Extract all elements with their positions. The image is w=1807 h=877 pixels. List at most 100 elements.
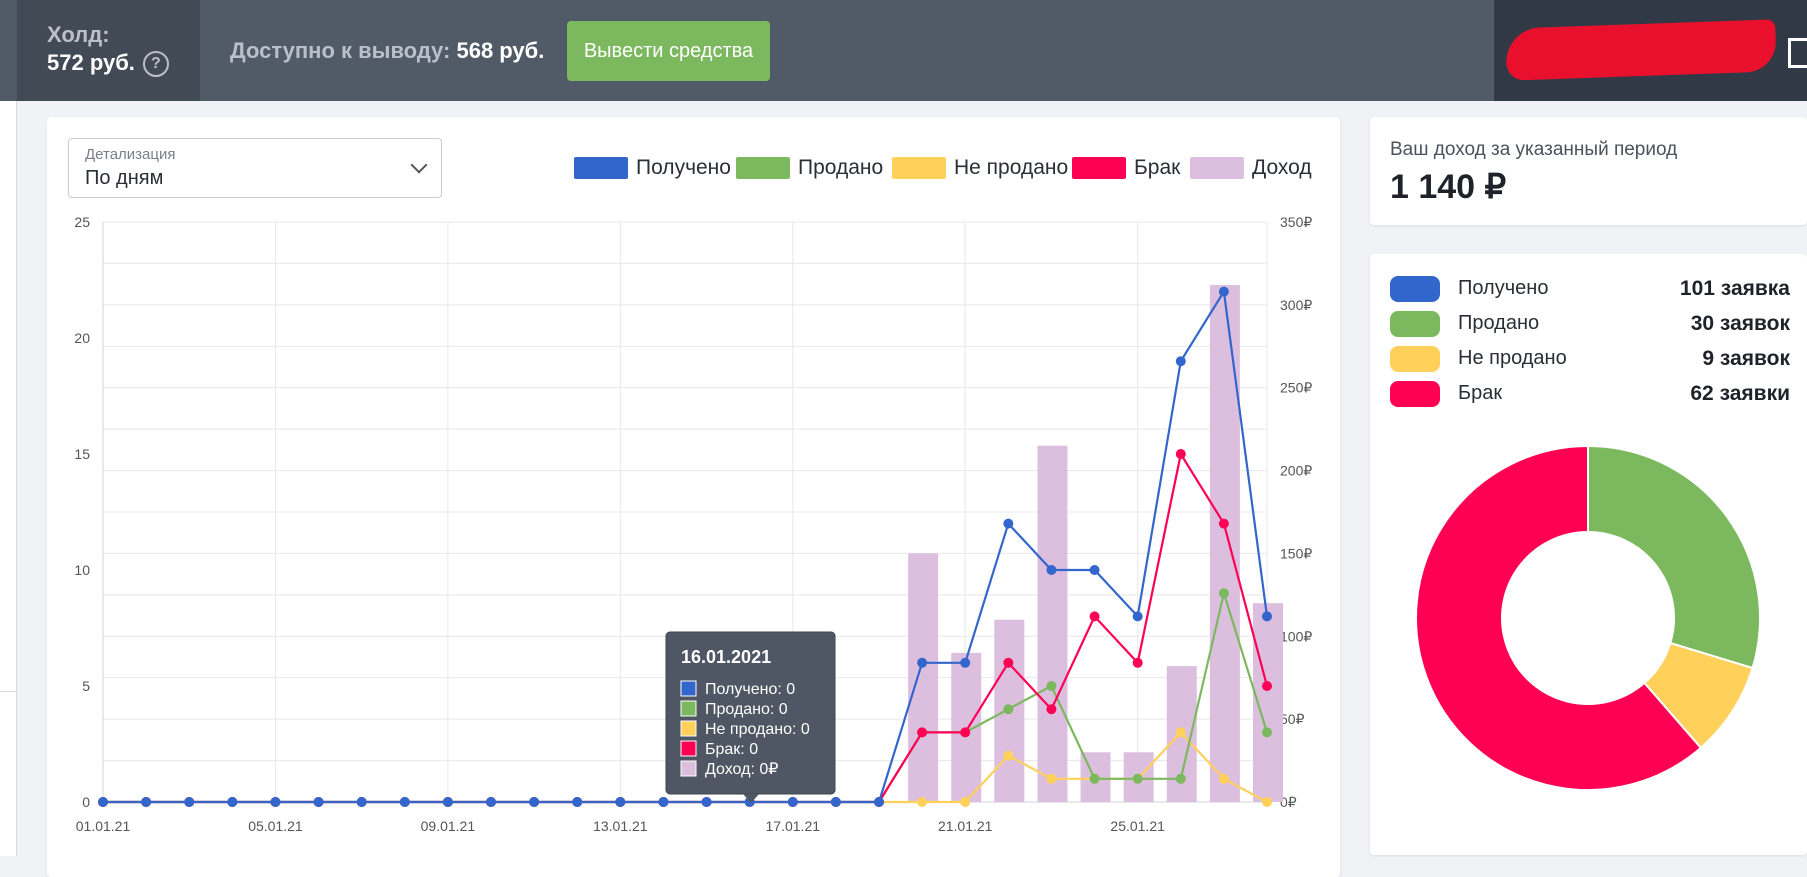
series-point xyxy=(1262,681,1272,691)
stat-count: 62 заявки xyxy=(1690,382,1790,405)
tooltip-line: Брак: 0 xyxy=(705,741,758,758)
stat-row-received: Получено 101 заявка xyxy=(1390,274,1790,304)
legend-swatch xyxy=(736,157,790,180)
stat-name: Брак xyxy=(1458,382,1503,404)
series-point xyxy=(98,797,108,807)
legend-swatch xyxy=(892,157,946,180)
series-point xyxy=(141,797,152,807)
x-tick-label: 21.01.21 xyxy=(938,818,993,834)
tooltip-swatch xyxy=(680,720,697,737)
income-title: Ваш доход за указанный период xyxy=(1390,139,1678,160)
income-bar xyxy=(908,553,939,802)
series-point xyxy=(313,797,324,807)
tooltip-line: Доход: 0₽ xyxy=(705,761,778,778)
income-bar xyxy=(1037,445,1068,802)
tooltip-line: Не продано: 0 xyxy=(705,721,810,738)
series-point xyxy=(1262,797,1272,807)
stat-name: Получено xyxy=(1458,277,1549,299)
legend-swatch xyxy=(1190,157,1244,180)
series-line xyxy=(103,288,1269,804)
x-tick-label: 13.01.21 xyxy=(593,818,648,834)
y2-tick-label: 350₽ xyxy=(1280,214,1312,230)
series-point xyxy=(1089,773,1100,784)
donut-chart xyxy=(1415,444,1761,791)
x-tick-label: 01.01.21 xyxy=(76,818,131,834)
series-point xyxy=(270,797,281,807)
stat-swatch xyxy=(1390,276,1440,302)
hold-label: Холд: xyxy=(47,22,110,47)
series-point xyxy=(917,657,928,668)
series-point xyxy=(1046,681,1057,691)
series-point xyxy=(1132,657,1143,668)
tooltip-swatch xyxy=(680,680,697,697)
stat-name: Не продано xyxy=(1458,347,1567,369)
y2-tick-label: 250₽ xyxy=(1280,380,1312,396)
legend-item-sold[interactable]: Продано xyxy=(736,156,883,180)
series-point xyxy=(1003,750,1014,761)
y2-tick-label: 300₽ xyxy=(1280,297,1312,313)
series-point xyxy=(960,657,971,668)
stat-count: 101 заявка xyxy=(1679,277,1790,300)
series-point xyxy=(399,797,410,807)
series-point xyxy=(787,797,798,807)
detail-select[interactable]: Детализация По дням xyxy=(68,138,442,198)
y-tick-label: 10 xyxy=(74,562,90,578)
series-point xyxy=(1089,611,1100,622)
available-text: Доступно к выводу: 568 руб. xyxy=(230,38,544,64)
detail-select-value: По дням xyxy=(85,167,164,189)
legend-item-defect[interactable]: Брак xyxy=(1072,156,1180,180)
withdraw-button[interactable]: Вывести средства xyxy=(567,21,770,81)
series-point xyxy=(1175,449,1186,459)
series-point xyxy=(1262,727,1272,738)
donut-slice xyxy=(1587,444,1761,670)
y-tick-label: 5 xyxy=(82,678,90,694)
series-point xyxy=(1175,773,1186,784)
series-point xyxy=(1218,518,1229,529)
series-point xyxy=(960,727,971,738)
top-bar: Холд: 572 руб.? Доступно к выводу: 568 р… xyxy=(0,0,1807,101)
series-point xyxy=(227,797,238,807)
available-value: 568 руб. xyxy=(456,38,545,63)
legend-item-received[interactable]: Получено xyxy=(574,156,731,180)
legend-label: Доход xyxy=(1252,156,1312,179)
tooltip-date: 16.01.2021 xyxy=(681,647,771,667)
stat-name: Продано xyxy=(1458,312,1540,334)
stat-swatch xyxy=(1390,346,1440,372)
series-point xyxy=(1262,611,1272,622)
series-point xyxy=(917,797,928,807)
user-menu[interactable] xyxy=(1494,0,1807,101)
x-tick-label: 05.01.21 xyxy=(248,818,303,834)
x-tick-label: 09.01.21 xyxy=(421,818,476,834)
legend-item-not-sold[interactable]: Не продано xyxy=(892,156,1068,180)
hold-box: Холд: 572 руб.? xyxy=(17,0,200,101)
y-tick-label: 15 xyxy=(74,446,90,462)
series-point xyxy=(1003,704,1014,715)
tooltip-line: Продано: 0 xyxy=(705,701,788,718)
series-point xyxy=(356,797,367,807)
y-tick-label: 0 xyxy=(82,794,90,810)
detail-select-label: Детализация xyxy=(85,146,176,163)
series-point xyxy=(529,797,540,807)
legend-label: Продано xyxy=(798,156,884,179)
series-point xyxy=(1175,727,1186,738)
help-icon[interactable]: ? xyxy=(142,51,169,78)
logout-icon[interactable] xyxy=(1788,38,1807,68)
redacted-user-name xyxy=(1505,19,1777,81)
series-point xyxy=(615,797,626,807)
y2-tick-label: 50₽ xyxy=(1280,711,1305,727)
stat-row-not-sold: Не продано 9 заявок xyxy=(1390,344,1790,374)
tooltip-swatch xyxy=(680,740,697,757)
series-point xyxy=(658,797,669,807)
y2-tick-label: 150₽ xyxy=(1280,545,1312,561)
x-tick-label: 17.01.21 xyxy=(766,818,821,834)
series-point xyxy=(572,797,583,807)
tooltip-swatch xyxy=(680,760,697,777)
series-point xyxy=(1003,657,1014,668)
hold-value: 572 руб. xyxy=(47,50,135,75)
stat-count: 30 заявок xyxy=(1690,312,1790,335)
tooltip-swatch xyxy=(680,700,697,717)
legend-item-income[interactable]: Доход xyxy=(1190,156,1312,180)
series-point xyxy=(1218,286,1229,297)
series-point xyxy=(1046,704,1057,715)
chart-tooltip: 16.01.2021 Получено: 0 Продано: 0 Не продан… xyxy=(665,631,836,803)
